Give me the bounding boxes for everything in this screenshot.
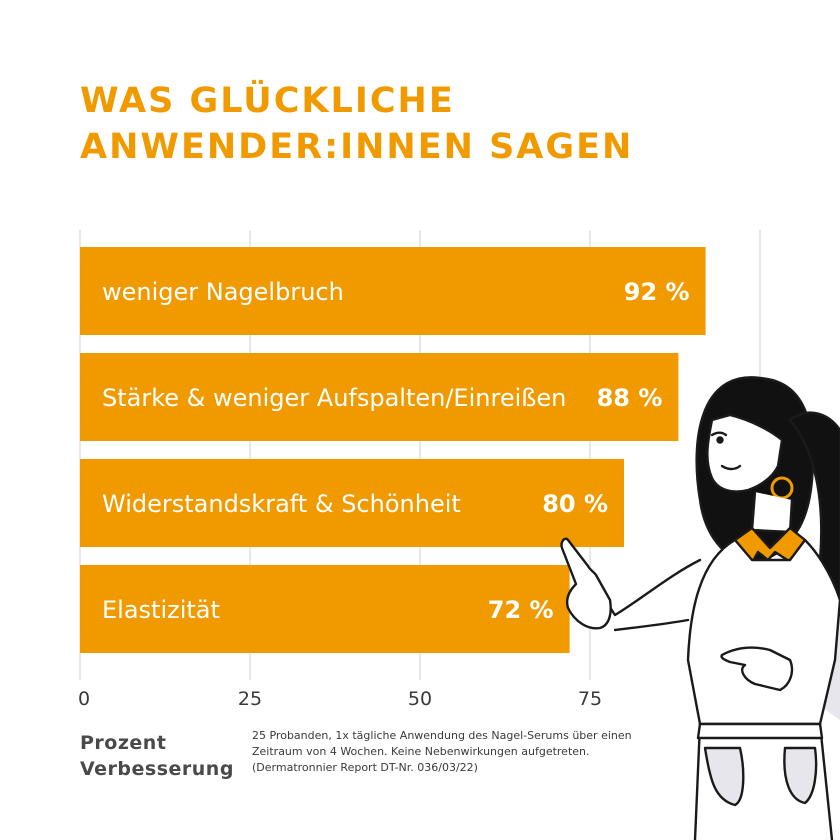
bar-category-label: Widerstandskraft & Schönheit [102,490,461,518]
bar-chart: weniger Nagelbruch 92 % Stärke & weniger A… [78,230,761,710]
x-tick-label: 50 [408,688,432,710]
x-axis-label-line-2: Verbesserung [80,758,234,780]
bar-category-label: Elastizität [102,596,220,624]
bar-group: Elastizität 72 % [80,565,570,653]
x-axis-ticks: 0 25 50 75 [78,688,602,710]
x-tick-label: 25 [238,688,262,710]
x-axis-label: Prozent Verbesserung [80,730,234,782]
title-line-1: WAS GLÜCKLICHE [80,81,455,121]
x-axis-label-line-1: Prozent [80,732,167,754]
title-line-2: ANWENDER:INNEN SAGEN [80,127,634,167]
chart-title: WAS GLÜCKLICHE ANWENDER:INNEN SAGEN [80,78,633,170]
bar-category-label: weniger Nagelbruch [102,278,344,306]
x-tick-label: 75 [578,688,602,710]
bar-group: Stärke & weniger Aufspalten/Einreißen 88 … [80,353,679,441]
bar [80,459,624,547]
bar-value-label: 92 % [624,278,690,306]
bar-category-label: Stärke & weniger Aufspalten/Einreißen [102,384,566,412]
bar-value-label: 80 % [542,490,608,518]
bar-group: weniger Nagelbruch 92 % [80,247,706,335]
bar [80,247,706,335]
bar [80,565,570,653]
bar-value-label: 88 % [597,384,663,412]
x-tick-label: 0 [78,688,90,710]
bar [80,353,679,441]
bar-group: Widerstandskraft & Schönheit 80 % [80,459,624,547]
bars: weniger Nagelbruch 92 % Stärke & weniger A… [80,247,706,653]
study-footnote: 25 Probanden, 1x tägliche Anwendung des … [252,729,632,774]
bar-value-label: 72 % [488,596,554,624]
